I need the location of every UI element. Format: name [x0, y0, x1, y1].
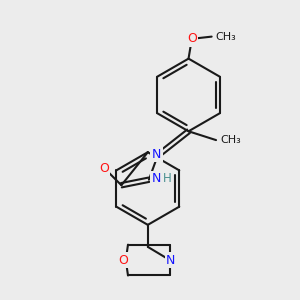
- Text: O: O: [187, 32, 197, 45]
- Text: CH₃: CH₃: [215, 32, 236, 42]
- Text: O: O: [118, 254, 128, 267]
- Text: N: N: [152, 172, 161, 185]
- Text: CH₃: CH₃: [220, 135, 241, 145]
- Text: N: N: [152, 148, 161, 161]
- Text: N: N: [166, 254, 176, 267]
- Text: O: O: [99, 162, 109, 175]
- Text: H: H: [163, 172, 172, 185]
